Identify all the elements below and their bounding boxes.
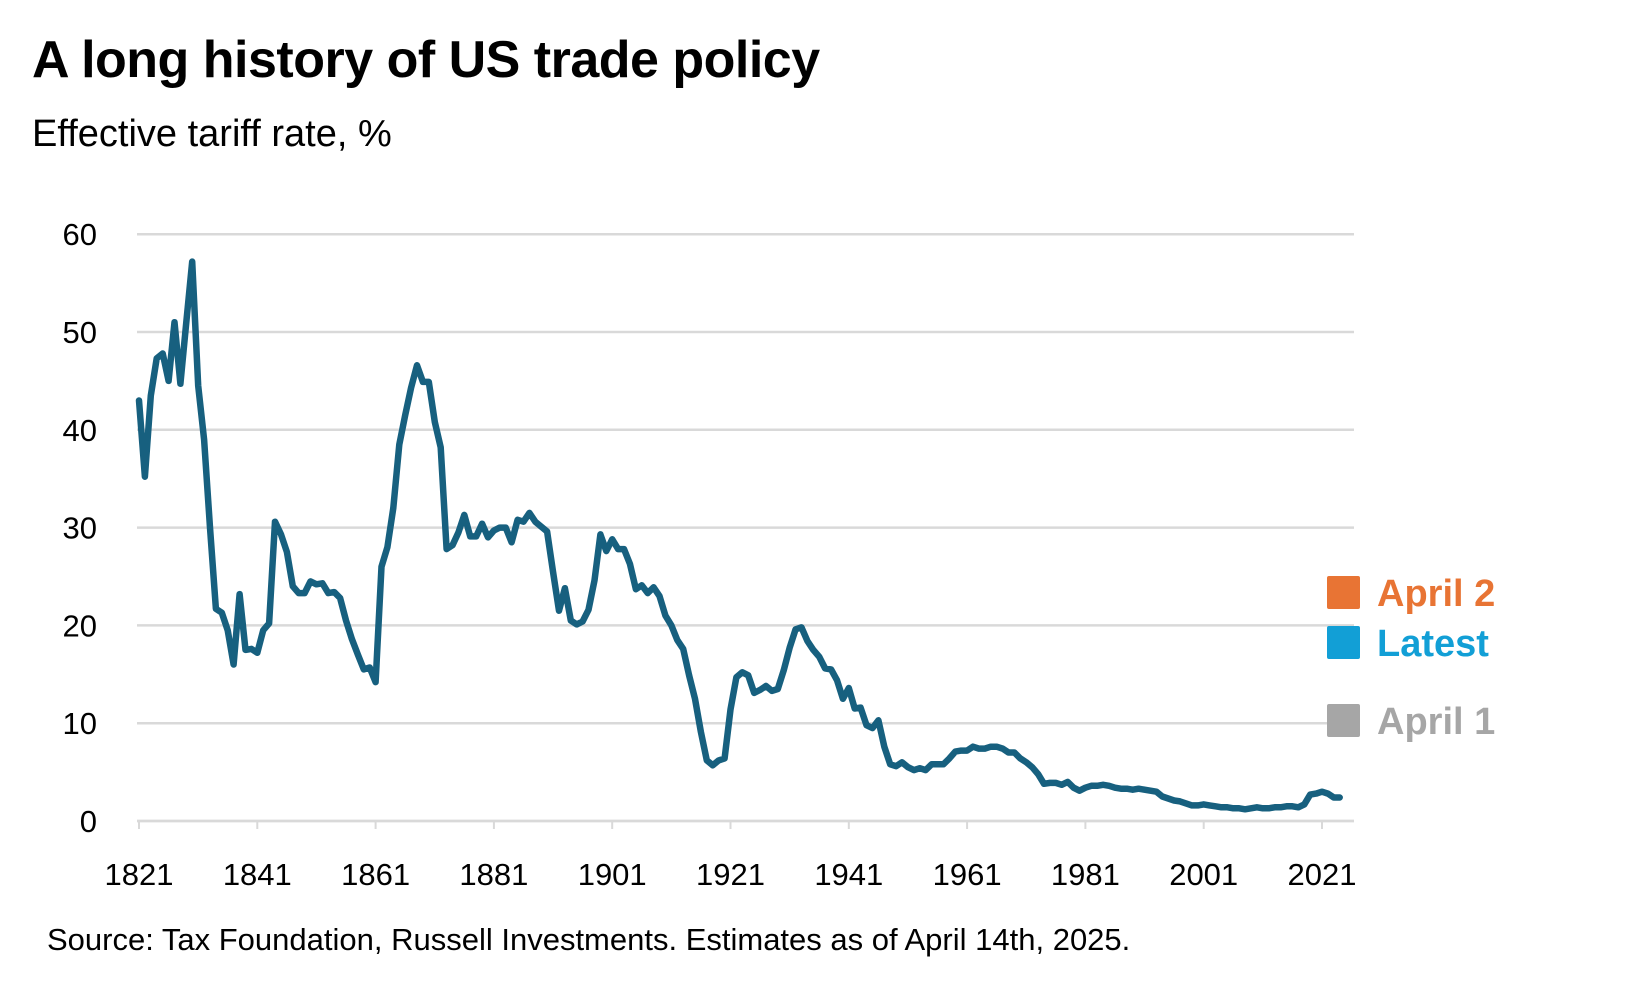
- x-tick-label: 1881: [459, 857, 528, 892]
- y-tick-label: 30: [63, 511, 97, 546]
- x-tick-label: 1841: [223, 857, 292, 892]
- marker-label: April 2: [1377, 573, 1495, 615]
- x-tick-label: 2021: [1288, 857, 1357, 892]
- chart-title: A long history of US trade policy: [32, 31, 820, 89]
- x-tick-label: 1961: [933, 857, 1002, 892]
- tariff-rate-line: [135, 258, 1343, 813]
- chart-subtitle: Effective tariff rate, %: [32, 113, 392, 155]
- x-tick-label: 2001: [1169, 857, 1238, 892]
- marker-label: April 1: [1377, 701, 1495, 743]
- y-tick-label: 20: [63, 608, 97, 643]
- x-tick-label: 1821: [105, 857, 174, 892]
- y-tick-label: 10: [63, 706, 97, 741]
- y-tick-label: 50: [63, 315, 97, 350]
- x-tick-label: 1901: [578, 857, 647, 892]
- x-tick-label: 1941: [814, 857, 883, 892]
- marker-latest-square: [1327, 626, 1360, 659]
- marker-april-1-square: [1327, 704, 1360, 737]
- y-tick-label: 40: [63, 413, 97, 448]
- y-tick-label: 60: [63, 217, 97, 252]
- marker-april-2-square: [1327, 576, 1360, 609]
- y-tick-label: 0: [80, 804, 97, 839]
- source-note: Source: Tax Foundation, Russell Investme…: [47, 922, 1131, 957]
- x-tick-label: 1861: [341, 857, 410, 892]
- x-tick-label: 1921: [696, 857, 765, 892]
- x-tick-label: 1981: [1051, 857, 1120, 892]
- marker-label: Latest: [1377, 623, 1489, 665]
